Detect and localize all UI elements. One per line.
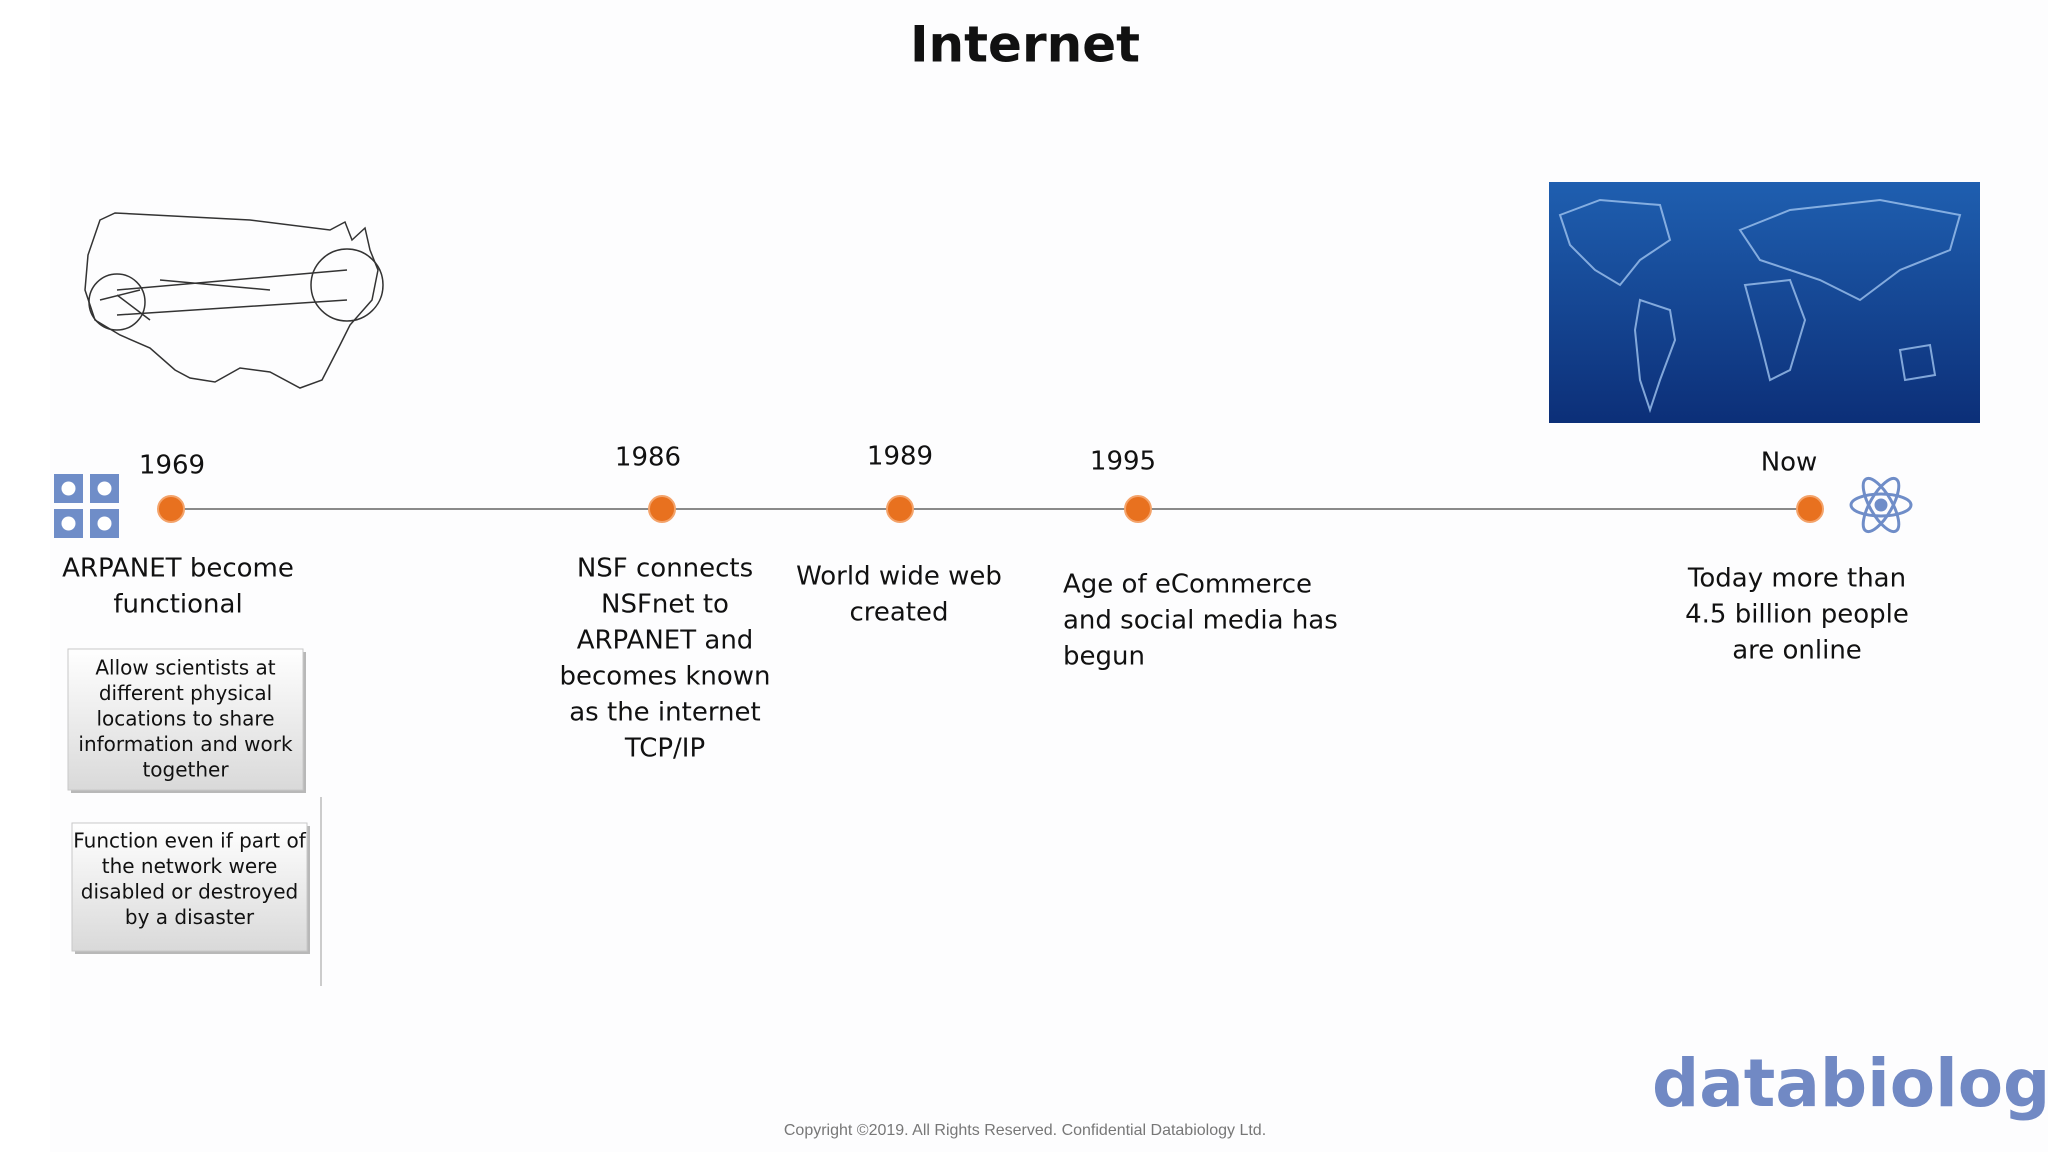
event-description: Today more than (1687, 564, 1906, 594)
event-year: 1969 (139, 451, 205, 481)
atom-icon (1849, 476, 1913, 534)
world-map (1549, 182, 1980, 423)
arpanet-map (84, 212, 384, 389)
event-description: begun (1063, 642, 1145, 672)
note-text: Allow scientists at (95, 656, 275, 680)
note-text: together (142, 758, 229, 782)
event-description: ARPANET become (62, 554, 294, 584)
note-text: locations to share (96, 707, 274, 731)
note-text: disabled or destroyed (81, 880, 298, 904)
note-text: different physical (99, 681, 272, 705)
event-description: 4.5 billion people (1685, 600, 1909, 630)
event-description: World wide web (796, 562, 1002, 592)
note-text: Function even if part of (73, 829, 306, 853)
note-text: the network were (102, 854, 278, 878)
event-description: becomes known (559, 662, 770, 692)
event-description: as the internet (569, 698, 760, 728)
event-description: TCP/IP (624, 734, 705, 764)
event-description: created (849, 598, 948, 628)
event-description: NSF connects (577, 554, 753, 584)
timeline-dot (1124, 495, 1152, 523)
slide-title: Internet (910, 16, 1140, 74)
timeline-dot (886, 495, 914, 523)
note-box (67, 648, 304, 791)
timeline-dot (157, 495, 185, 523)
event-year: Now (1761, 448, 1818, 478)
timeline-dot (1796, 495, 1824, 523)
note-box (71, 822, 308, 952)
copyright: Copyright ©2019. All Rights Reserved. Co… (784, 1122, 1266, 1139)
event-year: 1989 (867, 442, 933, 472)
event-year: 1995 (1090, 447, 1156, 477)
event-description: ARPANET and (577, 626, 754, 656)
event-year: 1986 (615, 443, 681, 473)
logo: databiology (1652, 1045, 2048, 1122)
timeline-dot (648, 495, 676, 523)
event-description: and social media has (1063, 606, 1338, 636)
event-description: are online (1732, 636, 1862, 666)
grid-icon (54, 474, 119, 538)
note-text: information and work (78, 732, 293, 756)
event-description: functional (113, 590, 242, 620)
event-description: NSFnet to (601, 590, 729, 620)
note-text: by a disaster (125, 905, 255, 929)
event-description: Age of eCommerce (1063, 570, 1312, 600)
